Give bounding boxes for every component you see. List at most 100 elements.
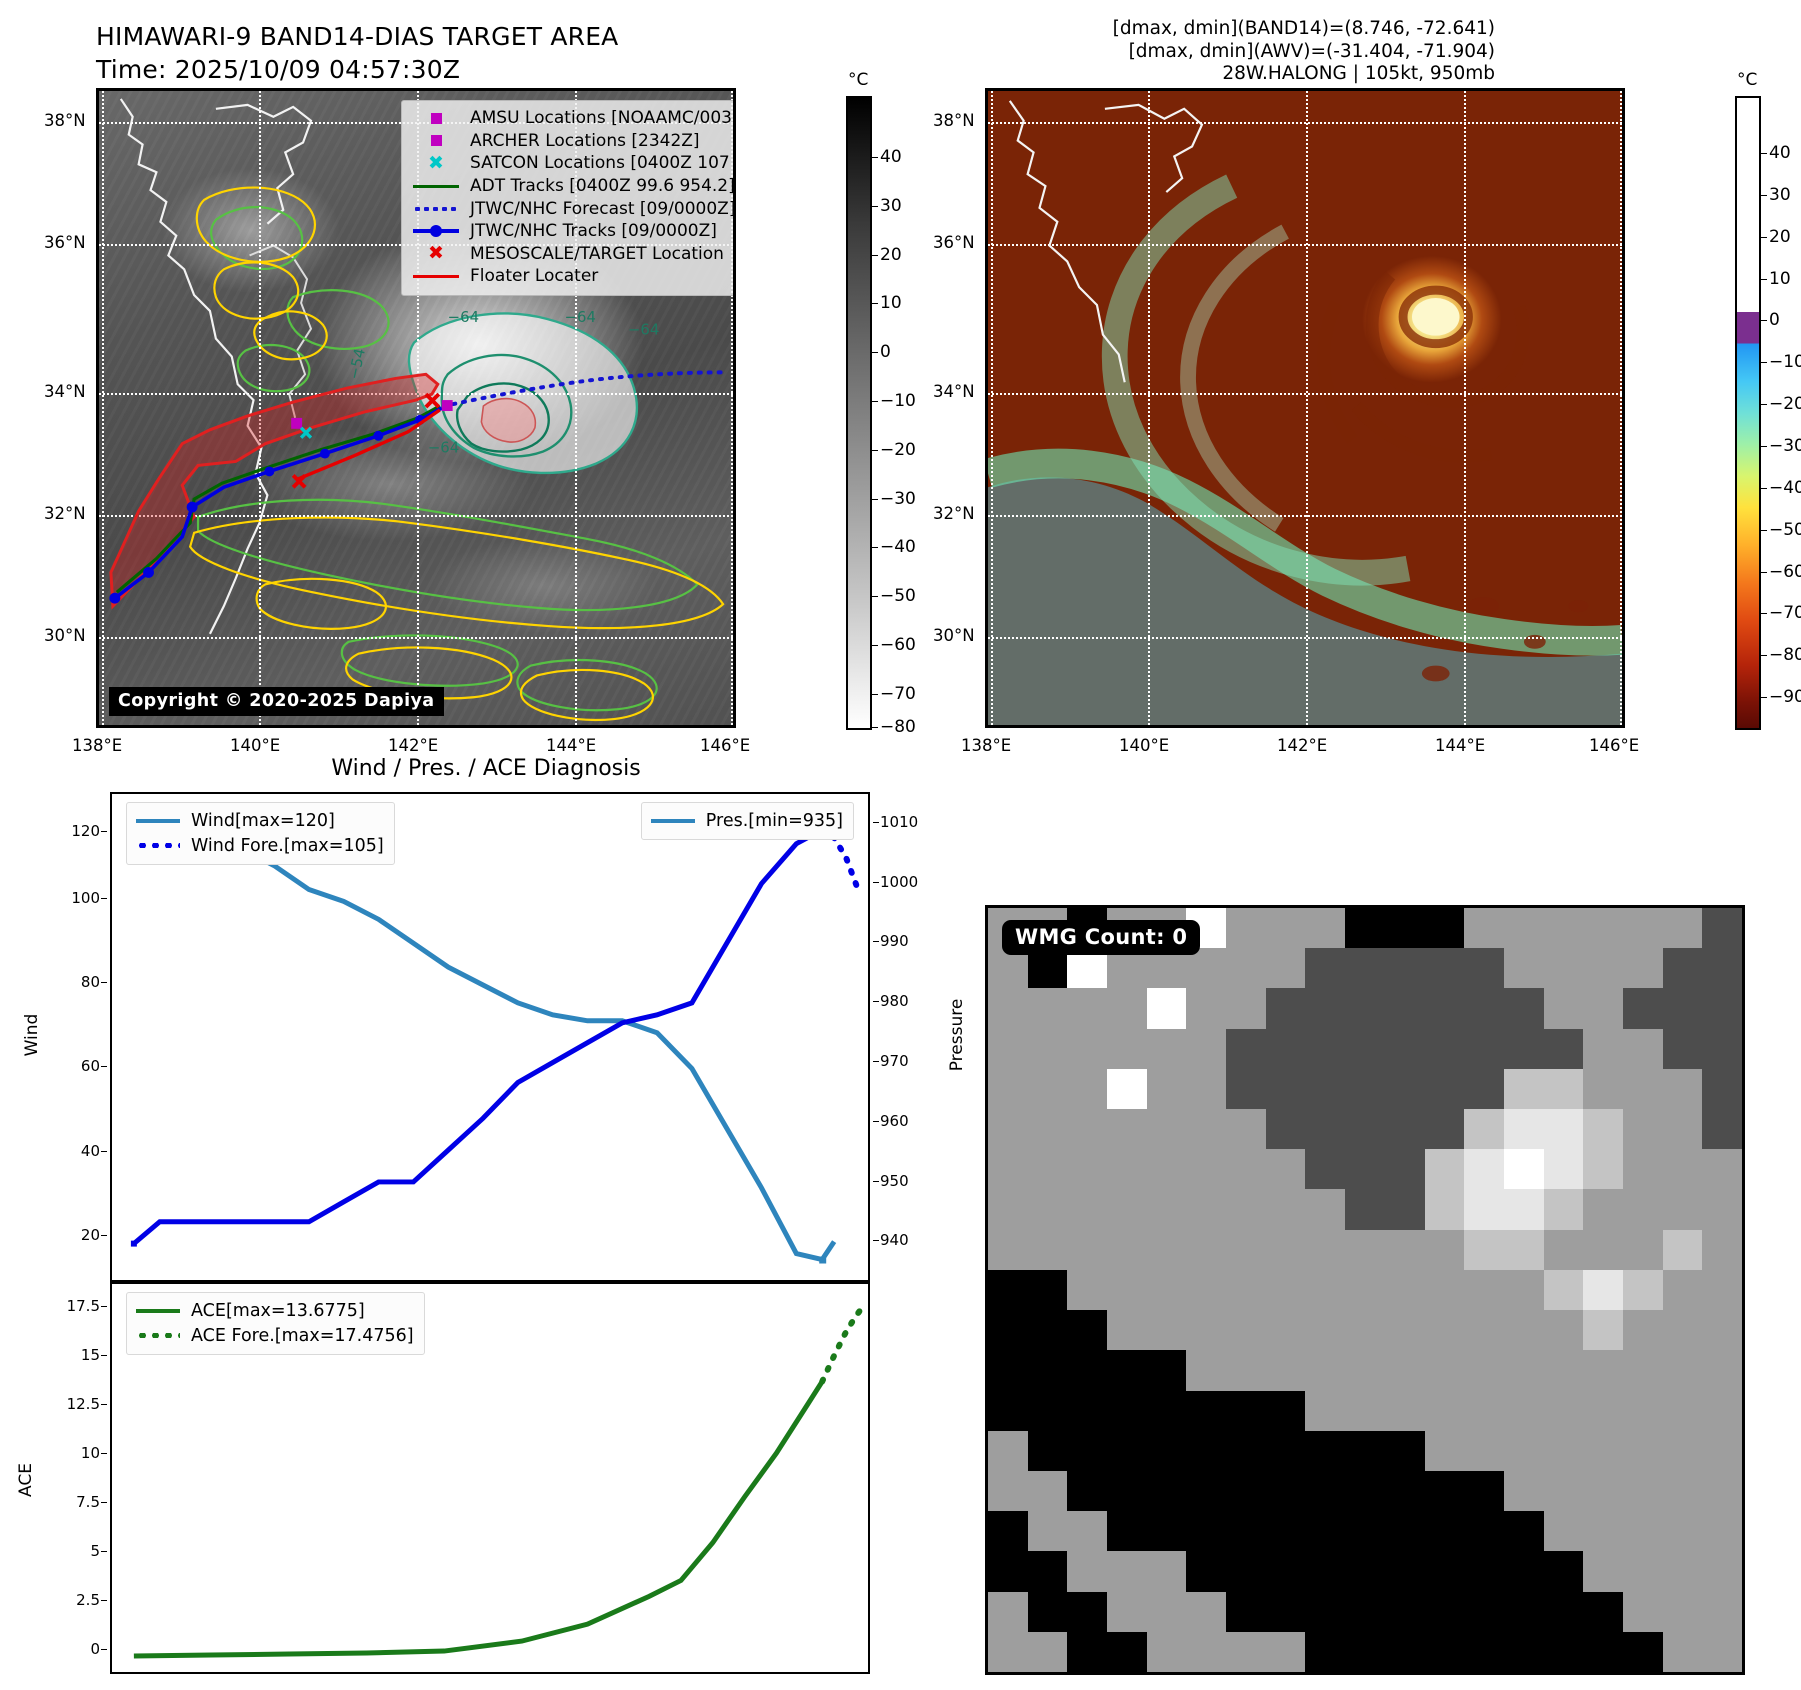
- wmg-cell: [1702, 1551, 1742, 1592]
- ace-legend: ACE[max=13.6775] ACE Fore.[max=17.4756]: [126, 1292, 425, 1355]
- wmg-cell: [1424, 1390, 1465, 1431]
- wmg-cell: [1464, 1350, 1504, 1391]
- wmg-cell: [1503, 1350, 1544, 1391]
- wmg-cell: [1543, 948, 1584, 989]
- legend-item[interactable]: JTWC/NHC Forecast [09/0000Z]: [409, 197, 733, 220]
- wmg-cell: [1107, 1470, 1147, 1512]
- wmg-cell: [1702, 1390, 1742, 1431]
- legend-item[interactable]: Wind Fore.[max=105]: [134, 833, 384, 858]
- legend-item[interactable]: ADT Tracks [0400Z 99.6 954.2]: [409, 175, 733, 198]
- svg-text:−64: −64: [448, 308, 479, 326]
- wmg-cell: [1067, 1470, 1108, 1512]
- wmg-cell: [1464, 1109, 1504, 1150]
- wmg-cell: [988, 1511, 1028, 1552]
- awv-ytick: 34°N: [933, 382, 975, 401]
- wmg-cell: [1027, 1551, 1068, 1592]
- wmg-cell: [1543, 1350, 1584, 1391]
- wmg-cell: [1384, 1310, 1425, 1351]
- wmg-cell: [1265, 1229, 1306, 1270]
- legend-label: SATCON Locations [0400Z 107 942]: [470, 153, 733, 174]
- legend-item[interactable]: AMSU Locations [NOAAMC/0031Z 131 928]: [409, 107, 733, 130]
- wmg-cell: [1265, 1591, 1306, 1632]
- wmg-cell: [1583, 1149, 1623, 1190]
- wmg-cell: [1265, 1189, 1306, 1230]
- legend-item[interactable]: Floater Locater: [409, 265, 733, 288]
- wmg-cell: [1583, 1109, 1623, 1150]
- wmg-cell: [1503, 1551, 1544, 1592]
- wmg-cell: [1543, 1551, 1584, 1592]
- wmg-cell: [1543, 1310, 1584, 1351]
- wmg-cell: [1027, 1631, 1068, 1672]
- wmg-cell: [1305, 1591, 1346, 1632]
- wmg-cell: [1503, 908, 1544, 949]
- wmg-cell: [1464, 1511, 1504, 1552]
- legend-item[interactable]: ✖ SATCON Locations [0400Z 107 942]: [409, 151, 733, 175]
- wmg-count-badge: WMG Count: 0: [1002, 920, 1201, 955]
- wmg-cell: [1226, 1028, 1266, 1069]
- wmg-cell: [1543, 988, 1584, 1029]
- wmg-cell: [1226, 1269, 1266, 1311]
- legend-item[interactable]: ACE Fore.[max=17.4756]: [134, 1323, 414, 1348]
- awv-colorbar-tick: 0: [1761, 310, 1780, 331]
- wmg-cell: [1146, 1390, 1187, 1431]
- wmg-cell: [1583, 988, 1623, 1029]
- x-marker-icon: ✖: [428, 151, 444, 174]
- square-marker-icon: [409, 112, 463, 124]
- awv-colorbar-tick: −70: [1761, 603, 1801, 623]
- ir-colorbar-tick: −70: [872, 683, 916, 704]
- wmg-cell: [1503, 1109, 1544, 1150]
- wmg-cell: [1464, 1028, 1504, 1069]
- wmg-cell: [1503, 1470, 1544, 1512]
- wmg-cell: [1662, 1229, 1703, 1270]
- wmg-cell: [988, 1189, 1028, 1230]
- wmg-cell: [1464, 1068, 1504, 1110]
- wmg-cell: [1702, 1310, 1742, 1351]
- wmg-cell: [1107, 1631, 1147, 1672]
- wmg-cell: [1702, 1470, 1742, 1512]
- legend-item[interactable]: ACE[max=13.6775]: [134, 1298, 414, 1323]
- wmg-cell: [1702, 1350, 1742, 1391]
- wmg-cell: [1503, 988, 1544, 1029]
- wmg-cell: [1424, 1189, 1465, 1230]
- legend-label: MESOSCALE/TARGET Location: [470, 243, 724, 264]
- wmg-cell: [1226, 1068, 1266, 1110]
- wmg-cell: [1067, 1390, 1108, 1431]
- wmg-cell: [1583, 1189, 1623, 1230]
- diagnosis-title: Wind / Pres. / ACE Diagnosis: [331, 756, 641, 781]
- legend-item[interactable]: Wind[max=120]: [134, 808, 384, 833]
- awv-image-plot[interactable]: [985, 88, 1625, 728]
- wind-pressure-plot[interactable]: Wind[max=120] Wind Fore.[max=105] Pres.[…: [110, 792, 870, 1282]
- wmg-cell: [1622, 1149, 1663, 1190]
- legend-item[interactable]: Pres.[min=935]: [649, 808, 843, 833]
- legend-item[interactable]: ARCHER Locations [2342Z]: [409, 130, 733, 153]
- legend-item[interactable]: ✖ MESOSCALE/TARGET Location: [409, 242, 733, 266]
- legend-label: JTWC/NHC Tracks [09/0000Z]: [470, 221, 717, 242]
- wmg-mosaic-plot[interactable]: WMG Count: 0: [985, 905, 1745, 1675]
- page-title-line2: Time: 2025/10/09 04:57:30Z: [96, 55, 461, 84]
- wmg-cell: [1543, 1269, 1584, 1311]
- wmg-cell: [1503, 1229, 1544, 1270]
- x-marker-icon: ✖: [428, 242, 444, 265]
- wmg-cell: [1146, 1470, 1187, 1512]
- wmg-cell: [1305, 1430, 1346, 1471]
- wmg-cell: [1384, 1551, 1425, 1592]
- wmg-cell: [1186, 1310, 1227, 1351]
- dotted-line-icon: [134, 843, 182, 848]
- wmg-cell: [1345, 1068, 1385, 1110]
- wmg-cell: [1186, 1149, 1227, 1190]
- ir-image-plot[interactable]: −64 −64 −64 −54 −64: [96, 88, 736, 728]
- pressure-yaxis: 1010 1000 990 980 970 960 950 940: [872, 792, 946, 1282]
- wmg-cell: [1186, 1390, 1227, 1431]
- legend-label: ACE[max=13.6775]: [191, 1300, 365, 1321]
- awv-colorbar-tick: −10: [1761, 352, 1801, 372]
- storm-summary: 28W.HALONG | 105kt, 950mb: [1222, 63, 1495, 84]
- wmg-cell: [1186, 1269, 1227, 1311]
- wmg-cell: [1662, 988, 1703, 1029]
- wmg-cell: [1464, 1551, 1504, 1592]
- legend-label: Wind[max=120]: [191, 810, 335, 831]
- wmg-cell: [1424, 1149, 1465, 1190]
- wmg-cell: [1543, 1189, 1584, 1230]
- legend-item[interactable]: JTWC/NHC Tracks [09/0000Z]: [409, 220, 733, 243]
- ace-plot[interactable]: ACE[max=13.6775] ACE Fore.[max=17.4756]: [110, 1282, 870, 1674]
- ir-xtick: 146°E: [700, 736, 751, 755]
